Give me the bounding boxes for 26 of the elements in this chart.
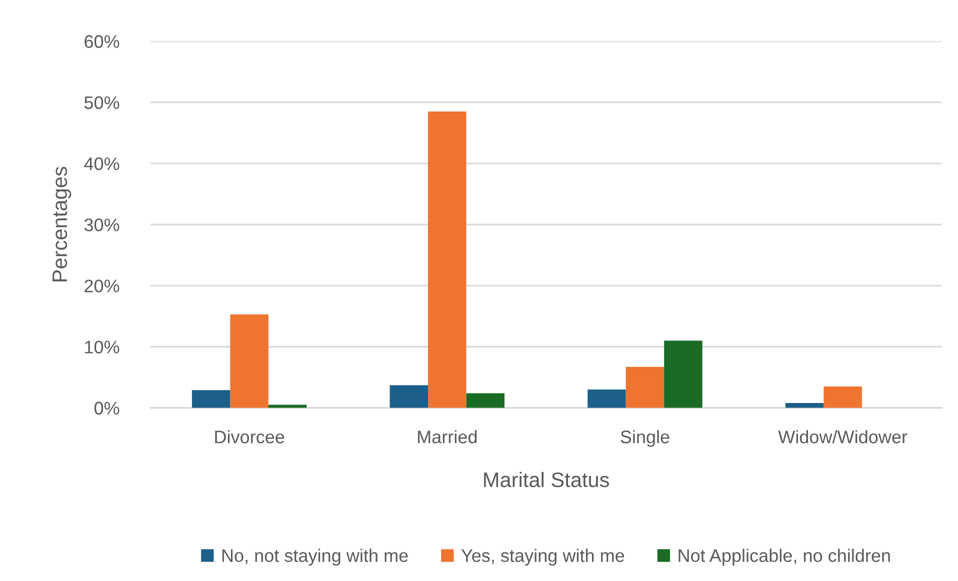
x-tick-label: Married (418, 430, 477, 444)
y-tick-label: 0% (94, 402, 120, 415)
bar (785, 402, 824, 408)
x-axis-title: Marital Status (484, 472, 609, 488)
legend-label: Yes, staying with me (461, 548, 624, 566)
y-tick-label: 50% (84, 96, 120, 110)
bar (428, 112, 466, 408)
bar (824, 386, 862, 408)
bar (466, 393, 505, 408)
bar (390, 385, 428, 408)
x-tick-label: Widow/Widower (778, 430, 908, 444)
y-axis-title: Percentages (52, 166, 72, 282)
legend-label: Not Applicable, no children (678, 548, 890, 566)
bar (230, 314, 268, 408)
y-tick-label: 20% (84, 280, 120, 292)
bar (626, 366, 664, 408)
y-tick-label: 40% (84, 157, 120, 170)
bar (664, 340, 702, 408)
y-tick-label: 10% (85, 340, 120, 354)
bar (588, 390, 626, 408)
y-tick-label: 30% (84, 218, 120, 232)
bar (192, 390, 230, 408)
y-tick-label: 60% (84, 35, 120, 48)
x-tick-label: Divorcee (215, 430, 284, 444)
x-tick-label: Single (620, 430, 670, 447)
legend-label: No, not staying with me (222, 548, 408, 566)
